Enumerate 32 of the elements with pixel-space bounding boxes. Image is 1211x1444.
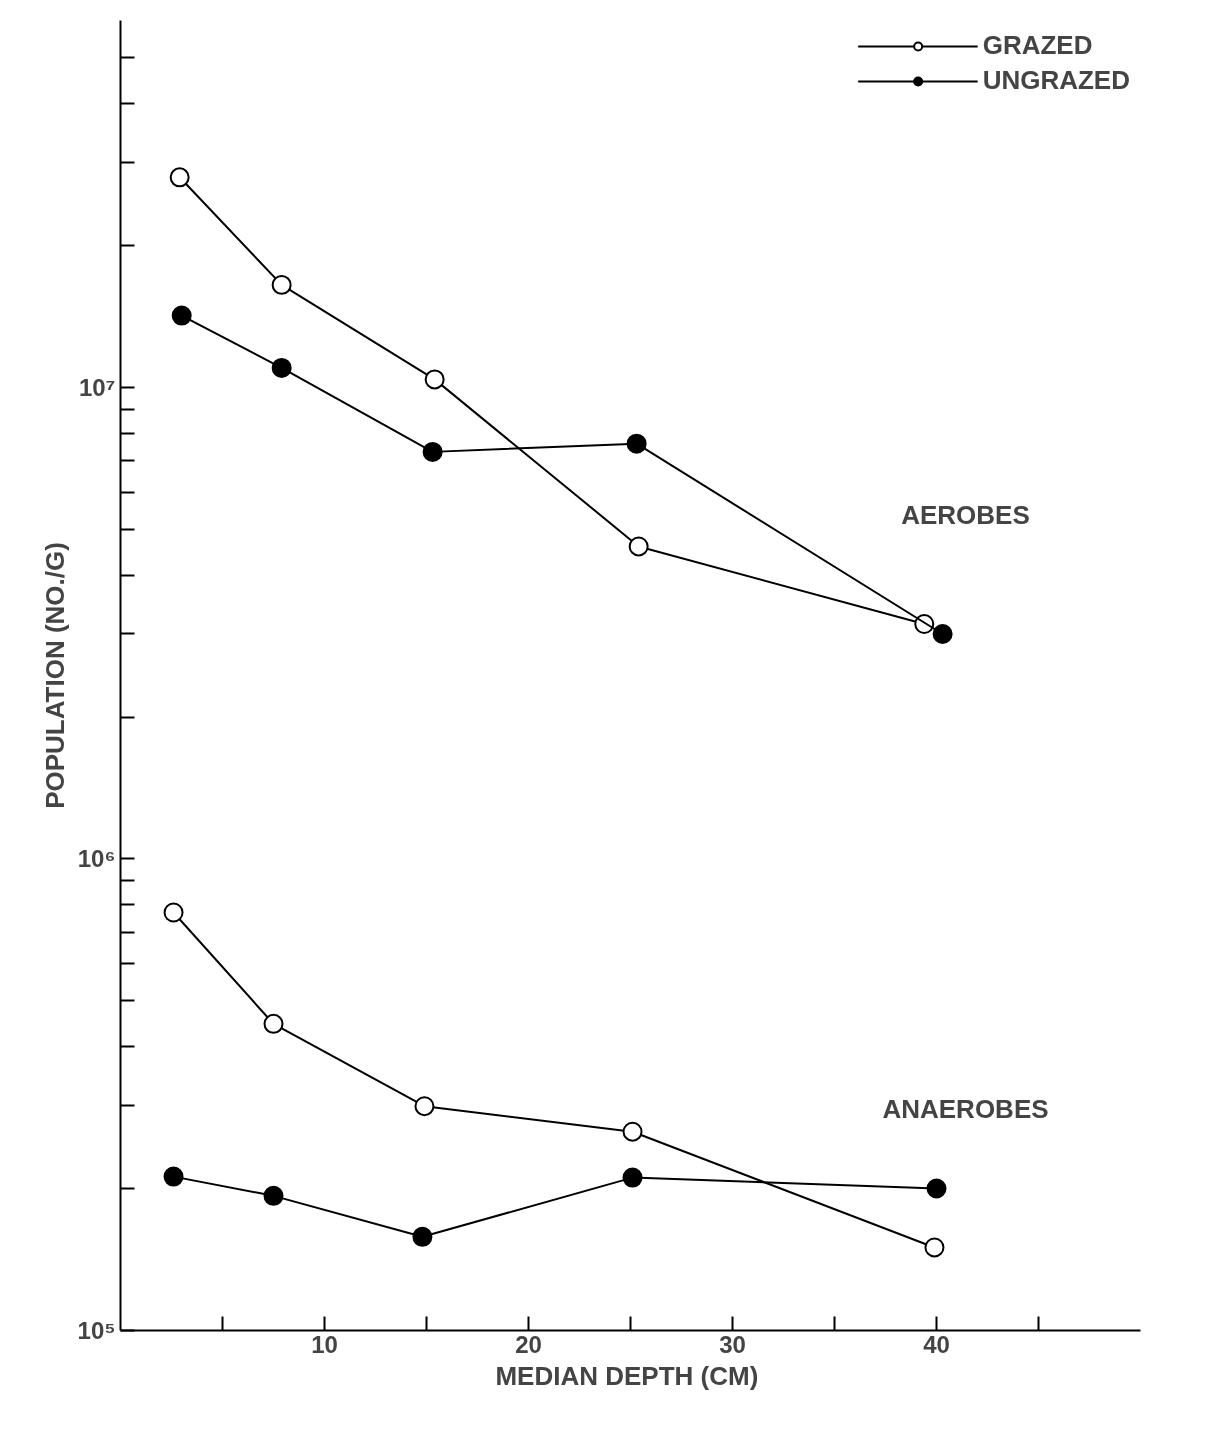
annotation: ANAEROBES <box>882 1093 1049 1124</box>
y-axis-title: POPULATION (NO./G) <box>39 542 70 809</box>
point <box>414 1096 435 1117</box>
point <box>622 1121 643 1142</box>
x-tick-label: 20 <box>515 1330 542 1358</box>
point <box>424 369 445 390</box>
x-tick-label: 40 <box>923 1330 950 1358</box>
point <box>628 536 649 557</box>
x-axis-title: MEDIAN DEPTH (CM) <box>495 1360 759 1391</box>
point <box>271 357 292 378</box>
point <box>169 167 190 188</box>
point <box>263 1185 284 1206</box>
point <box>271 274 292 295</box>
y-tick-label: 10⁷ <box>78 373 116 401</box>
point <box>163 902 184 923</box>
legend-label: UNGRAZED <box>982 65 1130 96</box>
point <box>926 1178 947 1199</box>
point <box>422 441 443 462</box>
y-tick-label: 10⁵ <box>77 1317 116 1344</box>
x-tick-label: 30 <box>719 1330 746 1358</box>
point <box>622 1167 643 1188</box>
point <box>626 433 647 454</box>
annotation: AEROBES <box>901 499 1030 530</box>
y-tick-label: 10⁶ <box>77 845 116 873</box>
point <box>163 1166 184 1187</box>
legend-label: GRAZED <box>982 30 1093 61</box>
point <box>932 624 953 644</box>
point <box>412 1226 433 1247</box>
point <box>171 305 192 326</box>
point <box>263 1013 284 1034</box>
x-tick-label: 10 <box>311 1330 338 1358</box>
point <box>924 1237 945 1258</box>
